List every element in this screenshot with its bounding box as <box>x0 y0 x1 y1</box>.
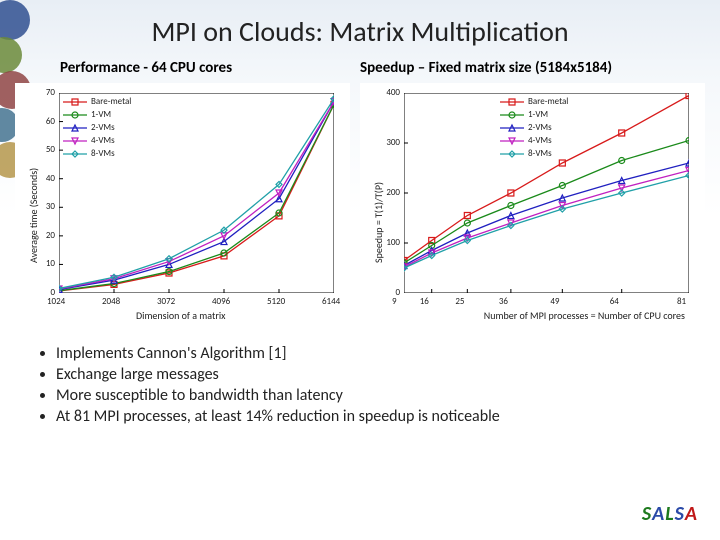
speedup-chart: 91625364964810100200300400Speedup = T(1)… <box>360 83 705 328</box>
bullet-item: At 81 MPI processes, at least 14% reduct… <box>56 407 690 426</box>
bullet-item: More susceptible to bandwidth than laten… <box>56 386 690 405</box>
bullet-item: Implements Cannon's Algorithm [1] <box>56 344 690 363</box>
subtitle-right: Speedup – Fixed matrix size (5184x5184) <box>360 59 700 77</box>
subtitle-row: Performance - 64 CPU cores Speedup – Fix… <box>0 49 720 83</box>
performance-chart: 102420483072409651206144010203040506070A… <box>15 83 350 328</box>
subtitle-left: Performance - 64 CPU cores <box>60 59 360 77</box>
charts-row: 102420483072409651206144010203040506070A… <box>0 83 720 328</box>
bullet-list: Implements Cannon's Algorithm [1] Exchan… <box>0 328 720 426</box>
bullet-item: Exchange large messages <box>56 365 690 384</box>
footer-logo: SALSA <box>642 502 698 526</box>
slide-title: MPI on Clouds: Matrix Multiplication <box>0 0 720 49</box>
